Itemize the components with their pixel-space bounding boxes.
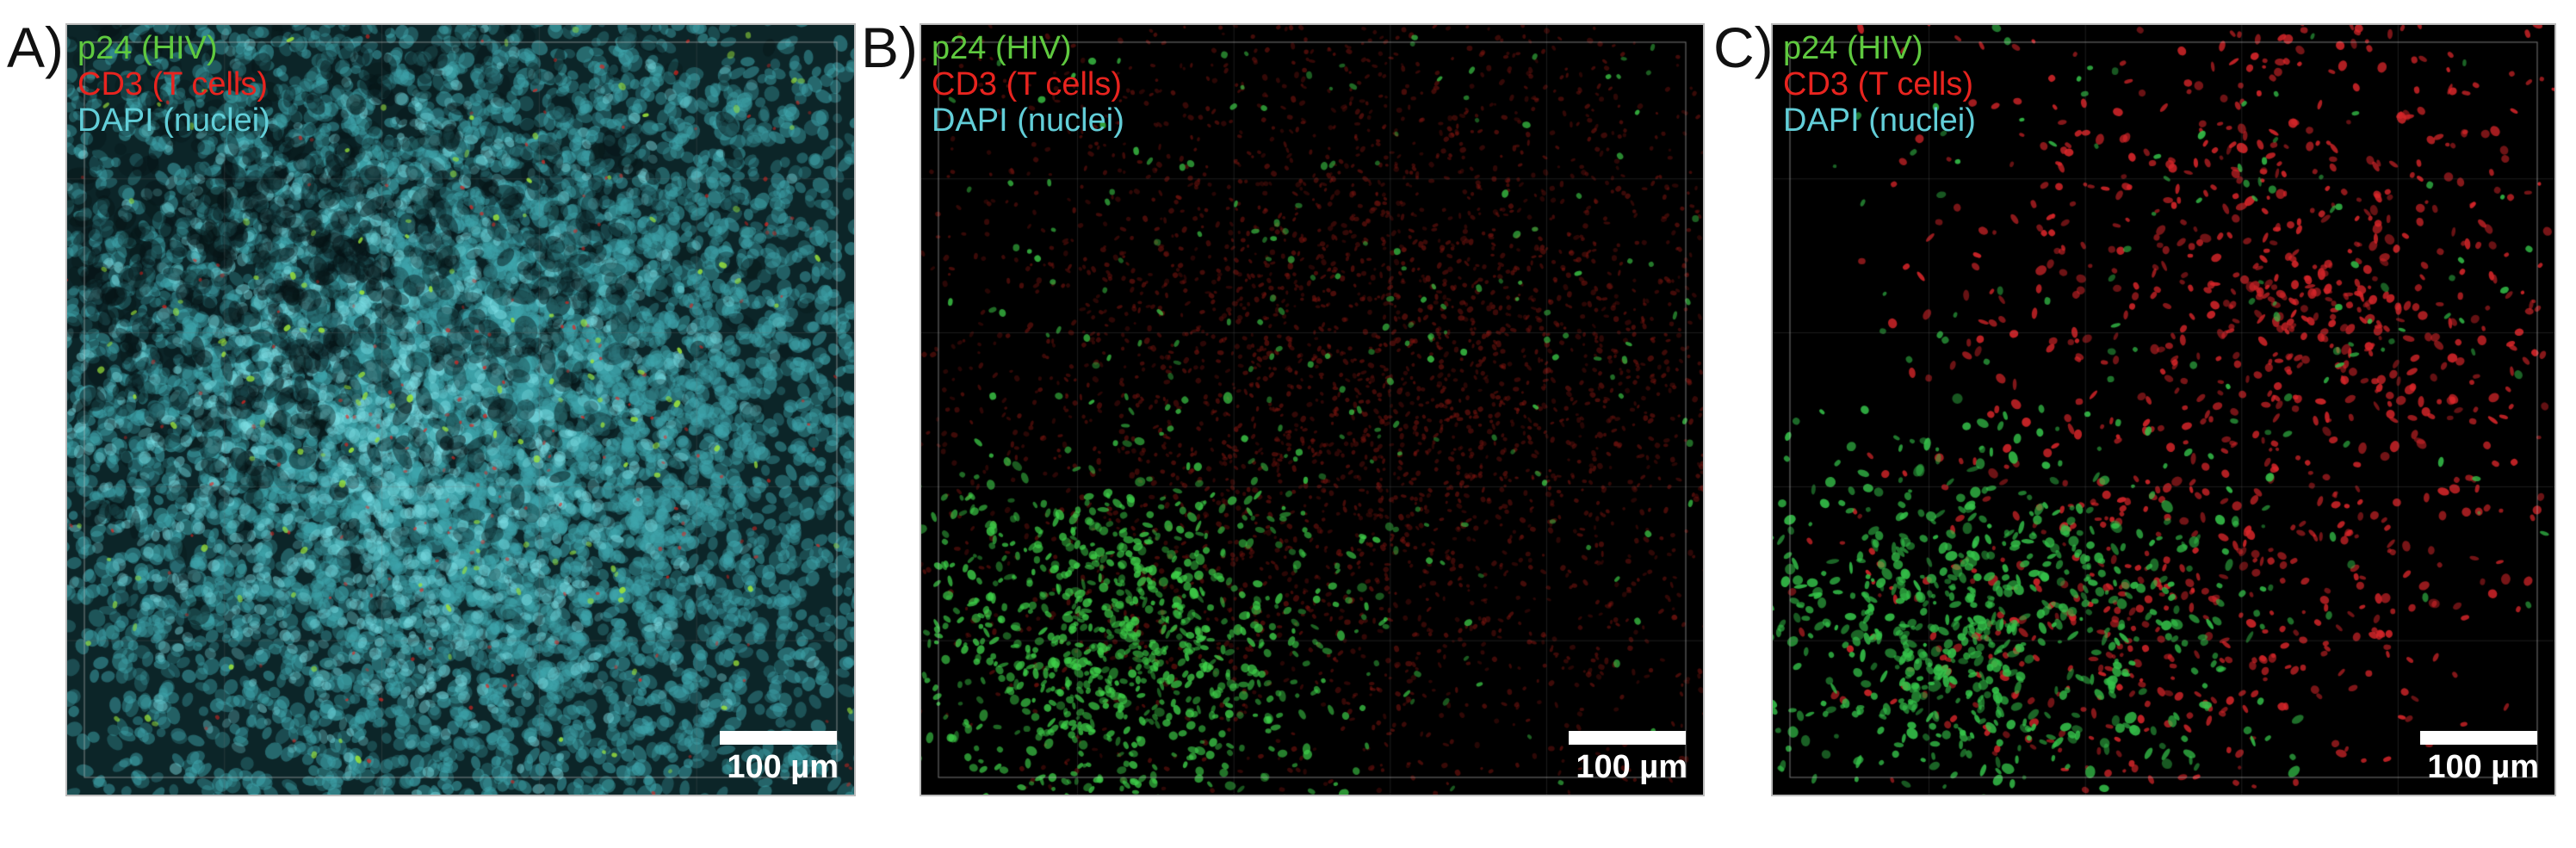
legend-dapi: DAPI (nuclei) [932,102,1124,139]
channel-legend: p24 (HIV) CD3 (T cells) DAPI (nuclei) [1783,30,1976,139]
legend-cd3: CD3 (T cells) [932,66,1122,102]
scale-bar [720,731,837,745]
panel-c: p24 (HIV) CD3 (T cells) DAPI (nuclei) 10… [1771,23,2556,796]
scale-bar-label: 100 µm [727,749,839,785]
legend-p24: p24 (HIV) [77,30,218,66]
panel-letter-c: C) [1713,15,1774,79]
micrograph-b [921,25,1703,795]
scale-bar [2420,731,2537,745]
legend-p24: p24 (HIV) [932,30,1072,66]
panel-letter-b: B) [861,15,918,79]
channel-legend: p24 (HIV) CD3 (T cells) DAPI (nuclei) [77,30,270,139]
channel-legend: p24 (HIV) CD3 (T cells) DAPI (nuclei) [932,30,1124,139]
legend-dapi: DAPI (nuclei) [1783,102,1976,139]
legend-cd3: CD3 (T cells) [1783,66,1973,102]
micrograph-a [67,25,854,795]
legend-p24: p24 (HIV) [1783,30,1923,66]
scale-bar [1569,731,1686,745]
legend-cd3: CD3 (T cells) [77,66,268,102]
panel-a: p24 (HIV) CD3 (T cells) DAPI (nuclei) 10… [65,23,856,796]
scale-bar-label: 100 µm [1576,749,1687,785]
panel-letter-a: A) [7,15,64,79]
micrograph-c [1773,25,2554,795]
scale-bar-label: 100 µm [2427,749,2539,785]
legend-dapi: DAPI (nuclei) [77,102,270,139]
panel-b: p24 (HIV) CD3 (T cells) DAPI (nuclei) 10… [920,23,1705,796]
